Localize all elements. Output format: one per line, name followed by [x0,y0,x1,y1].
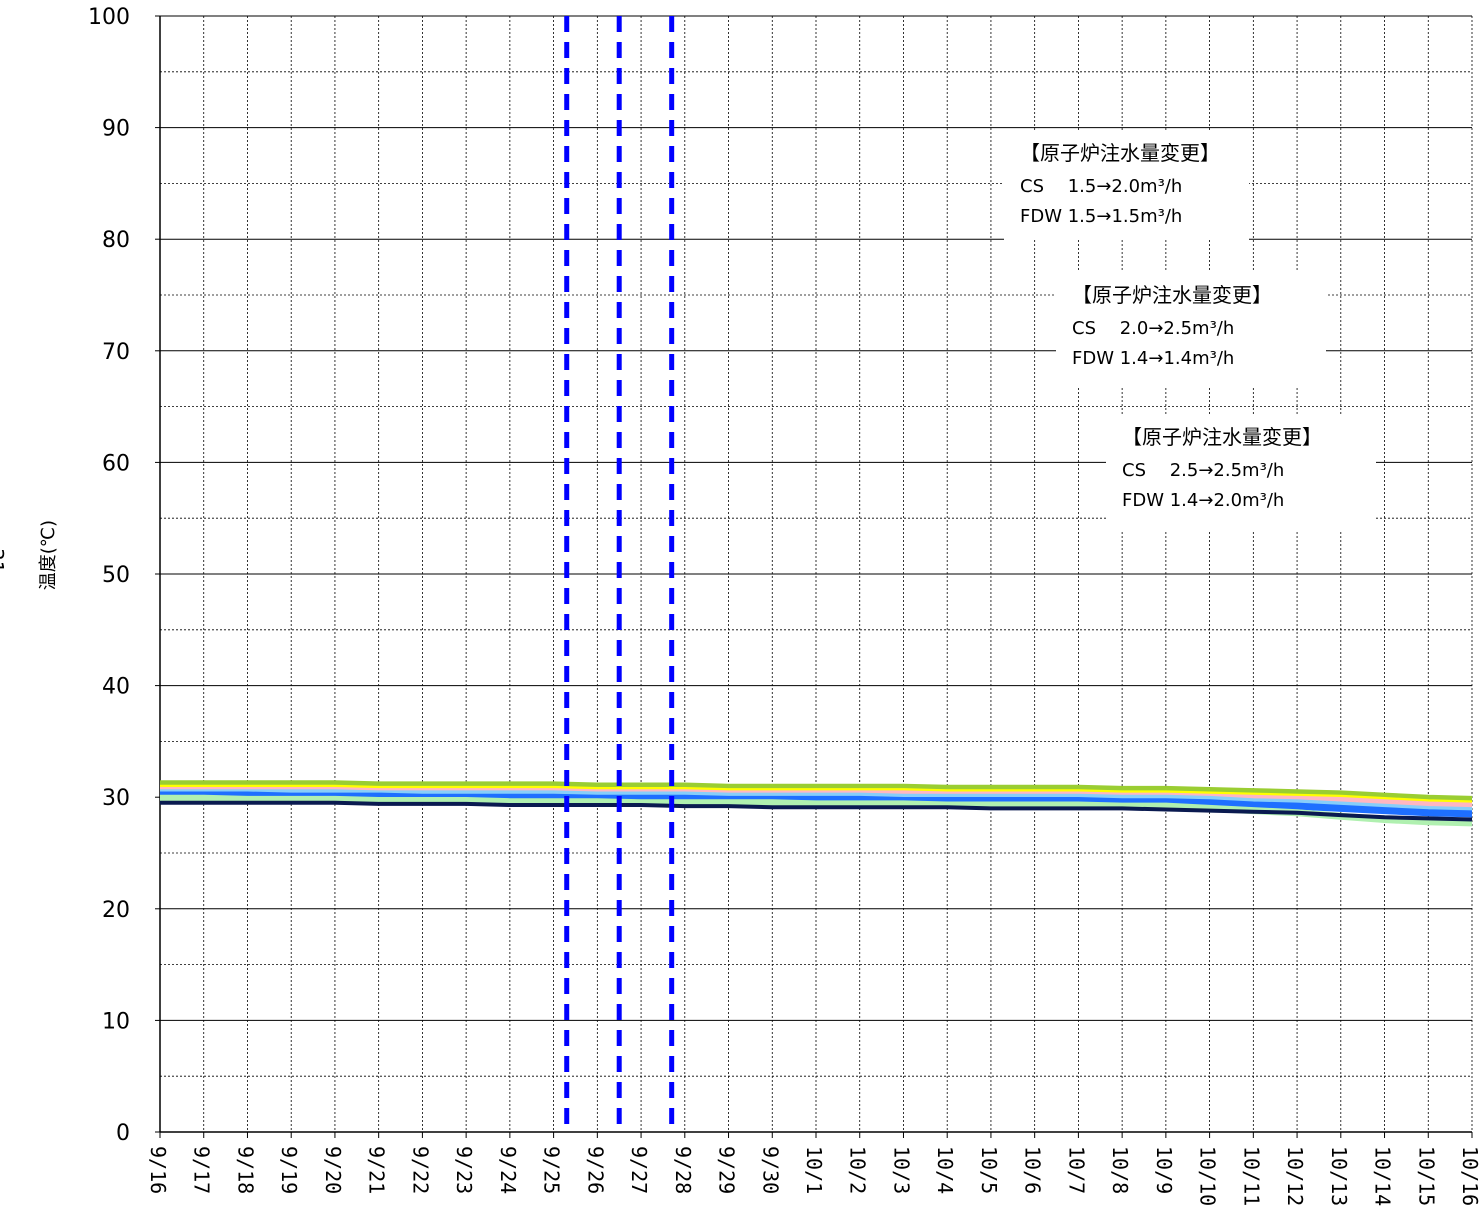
y-tick-label: 90 [102,117,130,142]
x-tick-label: 9/25 [540,1146,564,1194]
x-tick-label: 9/20 [321,1146,345,1194]
annotation-title: 【原子炉注水量変更】 [1122,425,1322,449]
annotation-box-1 [1004,130,1249,240]
x-tick-label: 10/15 [1414,1146,1438,1206]
x-tick-label: 10/4 [933,1146,957,1194]
annotation-line-cs: CS 2.0→2.5m³/h [1072,318,1234,339]
y-tick-label: 10 [102,1009,130,1034]
x-tick-label: 9/29 [715,1146,739,1194]
x-tick-label: 10/2 [846,1146,870,1194]
x-tick-label: 9/26 [583,1146,607,1194]
x-tick-label: 10/13 [1327,1146,1351,1206]
annotation-box-2 [1056,272,1326,386]
annotation-line-fdw: FDW 1.4→1.4m³/h [1072,348,1234,369]
y-tick-label: 40 [102,675,130,700]
annotation-line-fdw: FDW 1.5→1.5m³/h [1020,206,1182,227]
series-line-5 [160,791,1473,818]
y-tick-label: 70 [102,340,130,365]
annotation-line-cs: CS 1.5→2.0m³/h [1020,176,1182,197]
annotation-line-fdw: FDW 1.4→2.0m³/h [1122,490,1284,511]
annotation-title: 【原子炉注水量変更】 [1072,283,1272,307]
x-tick-label: 10/5 [977,1146,1001,1194]
y-tick-label: 100 [88,5,130,30]
y-tick-label: 0 [116,1121,130,1146]
annotation-line-cs: CS 2.5→2.5m³/h [1122,460,1284,481]
x-tick-label: 9/28 [671,1146,695,1194]
x-tick-label: 9/23 [452,1146,476,1194]
x-tick-label: 10/12 [1283,1146,1307,1206]
x-tick-label: 9/22 [408,1146,432,1194]
x-tick-label: 10/6 [1021,1146,1045,1194]
x-tick-label: 9/17 [190,1146,214,1194]
x-tick-label: 10/16 [1458,1146,1482,1206]
y-tick-label: 20 [102,898,130,923]
x-tick-label: 9/27 [627,1146,651,1194]
series-line-1 [160,780,1473,803]
x-tick-label: 10/11 [1239,1146,1263,1206]
x-tick-label: 10/10 [1196,1146,1220,1206]
x-tick-label: 9/30 [758,1146,782,1194]
x-tick-label: 10/9 [1152,1146,1176,1194]
x-tick-label: 9/21 [365,1146,389,1194]
x-tick-label: 10/1 [802,1146,826,1194]
y-tick-label: 60 [102,451,130,476]
x-tick-label: 9/24 [496,1146,520,1194]
annotation-box-3 [1106,414,1376,530]
annotation-title: 【原子炉注水量変更】 [1020,141,1220,165]
y-tick-label: 30 [102,786,130,811]
x-tick-label: 9/18 [233,1146,257,1194]
x-tick-label: 10/14 [1371,1146,1395,1206]
x-tick-label: 9/19 [277,1146,301,1194]
x-tick-label: 10/7 [1064,1146,1088,1194]
x-tick-label: 10/3 [889,1146,913,1194]
y-tick-label: 80 [102,228,130,253]
series-line-7 [160,800,1473,822]
x-tick-label: 10/8 [1108,1146,1132,1194]
y-tick-label: 50 [102,563,130,588]
x-tick-label: 9/16 [146,1146,170,1194]
